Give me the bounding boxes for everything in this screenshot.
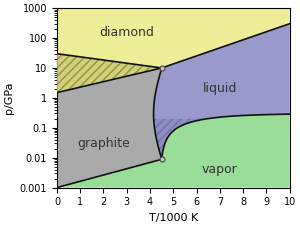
X-axis label: T/1000 K: T/1000 K (149, 213, 198, 223)
Polygon shape (154, 8, 290, 159)
Polygon shape (57, 54, 162, 93)
Polygon shape (154, 119, 207, 159)
Y-axis label: p/GPa: p/GPa (4, 82, 14, 114)
Text: graphite: graphite (77, 137, 130, 150)
Polygon shape (57, 68, 162, 188)
Text: vapor: vapor (202, 163, 238, 176)
Polygon shape (57, 114, 290, 188)
Text: diamond: diamond (99, 26, 154, 39)
Text: liquid: liquid (203, 82, 237, 95)
Polygon shape (57, 8, 290, 93)
